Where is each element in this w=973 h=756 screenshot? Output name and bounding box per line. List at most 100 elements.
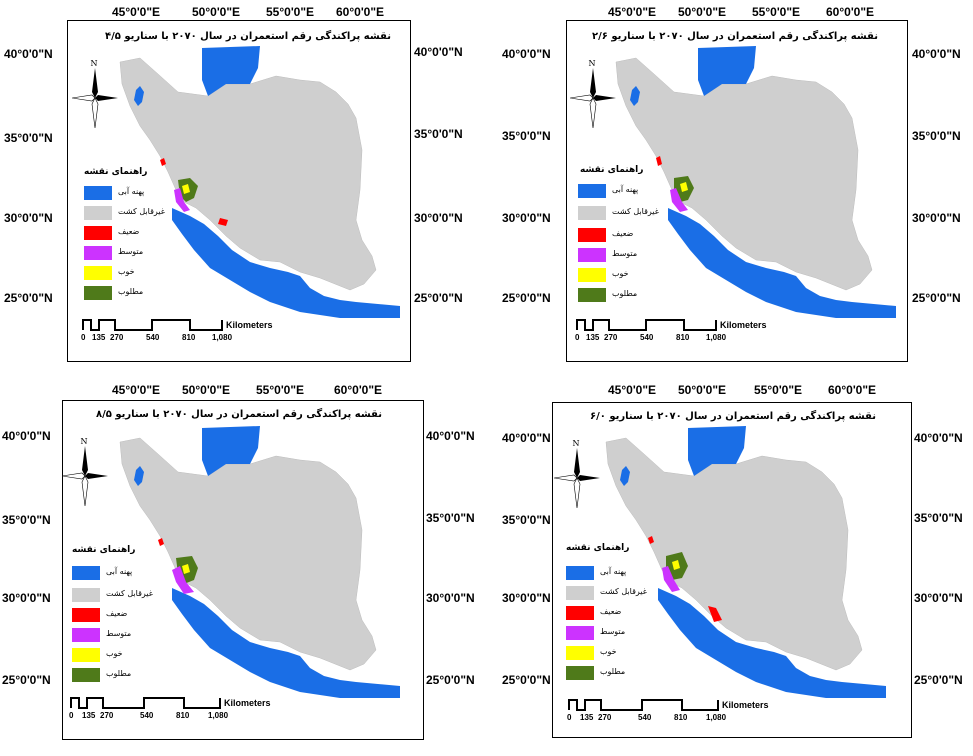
- legend-label: مطلوب: [612, 289, 638, 298]
- map-panel-2: 45°0'0"E 50°0'0"E 55°0'0"E 60°0'0"E 40°0…: [496, 0, 973, 378]
- north-arrow-icon: N: [62, 437, 108, 506]
- legend-item: مطلوب: [578, 288, 698, 303]
- lat-label: 25°0'0"N: [2, 673, 51, 687]
- region-water: [688, 426, 746, 476]
- lon-label: 50°0'0"E: [678, 5, 727, 19]
- region-medium: [174, 188, 190, 212]
- legend-label: ضعیف: [600, 607, 622, 616]
- legend-label: متوسط: [106, 629, 132, 638]
- legend-swatch: [84, 186, 112, 200]
- scale-tick: 540: [140, 711, 154, 720]
- lat-label: 40°0'0"N: [2, 429, 51, 443]
- region-weak: [158, 538, 164, 546]
- region-good: [182, 564, 190, 574]
- scale-tick: 540: [640, 333, 654, 342]
- scale-tick: 540: [638, 713, 652, 722]
- legend-item: خوب: [84, 266, 204, 281]
- lon-label: 55°0'0"E: [752, 5, 801, 19]
- region-water: [202, 426, 260, 476]
- north-arrow-icon: N: [72, 59, 118, 128]
- lat-label: 30°0'0"N: [426, 591, 475, 605]
- legend-label: پهنه آبی: [106, 567, 133, 576]
- region-good: [680, 182, 688, 192]
- lat-label: 25°0'0"N: [914, 673, 963, 687]
- lat-label: 30°0'0"N: [914, 591, 963, 605]
- scale-tick: 0: [575, 333, 580, 342]
- lat-label: 25°0'0"N: [912, 291, 961, 305]
- legend-swatch: [72, 588, 100, 602]
- north-label: N: [589, 59, 596, 68]
- legend-label: خوب: [106, 649, 123, 658]
- north-arrow-icon: N: [554, 439, 600, 508]
- legend-title: راهنمای نقشه: [580, 165, 644, 175]
- legend-swatch: [72, 608, 100, 622]
- legend-item: پهنه آبی: [72, 566, 192, 581]
- region-land: [615, 57, 873, 291]
- legend-swatch: [72, 668, 100, 682]
- lon-label: 50°0'0"E: [192, 5, 241, 19]
- legend-item: متوسط: [578, 248, 698, 263]
- scale-tick: 810: [676, 333, 690, 342]
- scale-bar-graphic: [70, 697, 221, 709]
- legend-label: متوسط: [612, 249, 638, 258]
- legend-swatch: [566, 586, 594, 600]
- region-good: [182, 184, 190, 194]
- scale-tick: 135: [586, 333, 600, 342]
- legend-item: خوب: [578, 268, 698, 283]
- legend-label: غیرقابل کشت: [612, 207, 659, 216]
- scale-tick: 0: [69, 711, 74, 720]
- lat-label: 30°0'0"N: [4, 211, 53, 225]
- scale-tick: 1,080: [212, 333, 233, 342]
- scale-bar: Kilometers 0 135 270 540 810 1,080: [69, 696, 271, 722]
- region-water: [172, 588, 400, 698]
- region-land: [119, 437, 377, 671]
- legend-swatch: [84, 266, 112, 280]
- scale-unit: Kilometers: [226, 320, 273, 330]
- lat-label: 35°0'0"N: [426, 511, 475, 525]
- legend-item: ضعیف: [72, 608, 192, 623]
- scale-tick: 135: [580, 713, 594, 722]
- legend-title: راهنمای نقشه: [84, 167, 148, 177]
- scale-bar: Kilometers 0 135 270 540 810 1,080: [81, 318, 282, 344]
- legend-label: ضعیف: [118, 227, 140, 236]
- legend-swatch: [578, 268, 606, 282]
- legend-label: غیرقابل کشت: [106, 589, 153, 598]
- legend-label: ضعیف: [612, 229, 634, 238]
- lat-label: 25°0'0"N: [502, 673, 551, 687]
- legend-item: پهنه آبی: [84, 186, 204, 201]
- legend-item: متوسط: [566, 626, 686, 641]
- lat-label: 35°0'0"N: [4, 131, 53, 145]
- legend-item: پهنه آبی: [566, 566, 686, 581]
- region-weak: [218, 218, 228, 226]
- legend-label: خوب: [612, 269, 629, 278]
- lon-label: 60°0'0"E: [334, 383, 383, 397]
- region-water: [698, 46, 756, 96]
- legend-swatch: [566, 606, 594, 620]
- scale-tick: 810: [182, 333, 196, 342]
- lat-label: 25°0'0"N: [426, 673, 475, 687]
- scale-bar: Kilometers 0 135 270 540 810 1,080: [567, 698, 769, 724]
- lon-label: 45°0'0"E: [112, 5, 161, 19]
- legend-swatch: [578, 184, 606, 198]
- legend-swatch: [84, 286, 112, 300]
- lat-label: 30°0'0"N: [502, 591, 551, 605]
- iran-map: [615, 46, 896, 318]
- map-panel-4: 45°0'0"E 50°0'0"E 55°0'0"E 60°0'0"E 40°0…: [496, 378, 973, 756]
- lon-label: 55°0'0"E: [266, 5, 315, 19]
- map-title: نقشه پراکندگی رقم استعمران در سال ۲۰۷۰ ب…: [590, 411, 876, 422]
- lon-label: 45°0'0"E: [608, 5, 657, 19]
- legend-item: غیرقابل کشت: [72, 588, 192, 603]
- north-label: N: [81, 437, 88, 446]
- legend-swatch: [72, 628, 100, 642]
- lon-label: 45°0'0"E: [112, 383, 161, 397]
- north-label: N: [573, 439, 580, 448]
- legend-label: خوب: [118, 267, 135, 276]
- legend-item: خوب: [72, 648, 192, 663]
- legend-item: متوسط: [84, 246, 204, 261]
- scale-tick: 270: [110, 333, 124, 342]
- region-weak: [708, 606, 722, 622]
- legend-label: پهنه آبی: [612, 185, 639, 194]
- legend-title: راهنمای نقشه: [566, 543, 630, 553]
- scale-bar-graphic: [576, 319, 717, 331]
- legend-label: مطلوب: [600, 667, 626, 676]
